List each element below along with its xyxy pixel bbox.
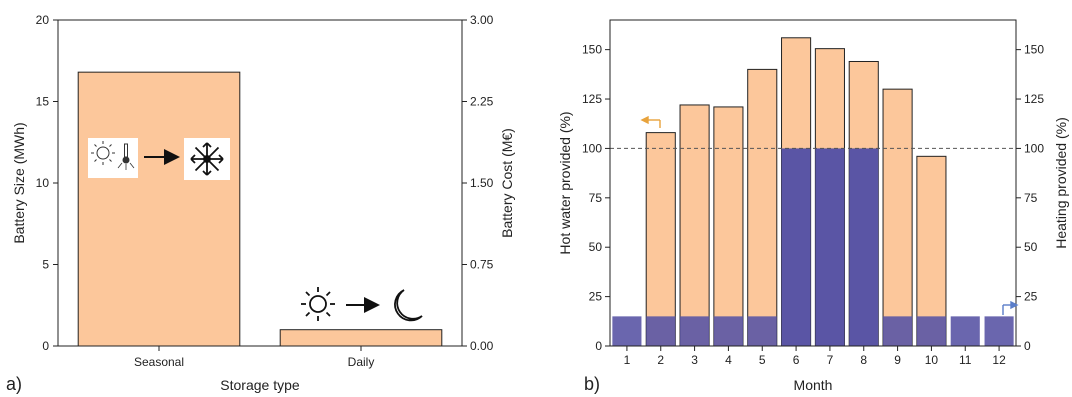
panel-b-right-axis-ticks: 0 25 50 75 100 125 150 bbox=[1016, 43, 1044, 353]
y2-tick-label: 0.75 bbox=[470, 258, 494, 272]
heating-bar-month-5 bbox=[747, 316, 777, 346]
y2-tick-label: 2.25 bbox=[470, 95, 494, 109]
panel-a-left-axis-ticks: 0 5 10 15 20 bbox=[36, 13, 58, 353]
x-tick-label: 5 bbox=[759, 353, 766, 367]
x-tick-label: 3 bbox=[691, 353, 698, 367]
y-tick-label: 50 bbox=[589, 240, 603, 254]
y2-tick-label: 150 bbox=[1024, 43, 1044, 57]
hot-water-bar-month-9 bbox=[882, 88, 913, 347]
panel-a-bars bbox=[77, 71, 443, 347]
panel-b-left-axis-ticks: 0 25 50 75 100 125 150 bbox=[582, 43, 610, 353]
daily-annotation bbox=[301, 287, 423, 322]
panel-b-plot-frame bbox=[609, 19, 1017, 347]
heating-bar-month-2 bbox=[646, 316, 676, 346]
right-axis-indicator-arrow-icon bbox=[1002, 300, 1019, 315]
hot-water-bar-month-5 bbox=[747, 68, 778, 347]
y-tick-label: 25 bbox=[589, 290, 603, 304]
y-tick-label: 125 bbox=[582, 92, 602, 106]
x-tick-label: 9 bbox=[894, 353, 901, 367]
heating-bar-month-3 bbox=[680, 316, 710, 346]
y2-tick-label: 1.50 bbox=[470, 176, 494, 190]
y2-tick-label: 25 bbox=[1024, 290, 1038, 304]
panel-a-x-axis-ticks: Seasonal Daily bbox=[134, 346, 374, 369]
moon-icon bbox=[394, 289, 423, 322]
sun-icon bbox=[91, 141, 115, 165]
heating-bar-month-11 bbox=[950, 316, 980, 346]
panel-b-y-axis-title: Hot water provided (%) bbox=[557, 111, 573, 254]
panel-a-y-axis-title: Battery Size (MWh) bbox=[11, 122, 27, 243]
thermometer-icon bbox=[117, 143, 135, 170]
y-tick-label: 0 bbox=[595, 339, 602, 353]
heating-bar-month-7 bbox=[815, 148, 845, 346]
panel-a: 0 5 10 15 20 0.00 0.75 1.50 2.25 3.00 Seasonal Da… bbox=[6, 13, 515, 394]
x-tick-label: 4 bbox=[725, 353, 732, 367]
x-tick-label: Daily bbox=[348, 355, 375, 369]
y-tick-label: 10 bbox=[36, 176, 50, 190]
x-tick-label: 1 bbox=[624, 353, 631, 367]
hot-water-bar-month-4 bbox=[713, 106, 744, 347]
x-tick-label: 12 bbox=[992, 353, 1006, 367]
x-tick-label: 8 bbox=[860, 353, 867, 367]
y-tick-label: 150 bbox=[582, 43, 602, 57]
panel-b-x-axis-title: Month bbox=[794, 377, 833, 393]
x-tick-label: 10 bbox=[925, 353, 939, 367]
hot-water-bar-month-3 bbox=[679, 104, 710, 347]
x-tick-label: 6 bbox=[793, 353, 800, 367]
y-tick-label: 0 bbox=[42, 339, 49, 353]
sun-icon bbox=[301, 287, 335, 321]
heating-bar-month-8 bbox=[849, 148, 879, 346]
panel-b-x-axis-ticks: 1 2 3 4 5 6 7 8 9 10 11 12 bbox=[624, 346, 1006, 367]
panel-a-x-axis-title: Storage type bbox=[220, 377, 300, 393]
seasonal-annotation bbox=[88, 138, 230, 180]
panel-a-right-axis-ticks: 0.00 0.75 1.50 2.25 3.00 bbox=[462, 13, 494, 353]
y-tick-label: 20 bbox=[36, 13, 50, 27]
y2-tick-label: 3.00 bbox=[470, 13, 494, 27]
x-tick-label: 2 bbox=[657, 353, 664, 367]
y2-tick-label: 100 bbox=[1024, 141, 1044, 155]
bar-seasonal bbox=[77, 71, 241, 347]
y2-tick-label: 125 bbox=[1024, 92, 1044, 106]
x-tick-label: 11 bbox=[959, 353, 972, 367]
y2-tick-label: 0 bbox=[1024, 339, 1031, 353]
y2-tick-label: 0.00 bbox=[470, 339, 494, 353]
panel-b-heating-bars bbox=[612, 148, 1014, 346]
y-tick-label: 100 bbox=[582, 141, 602, 155]
heating-bar-month-10 bbox=[916, 316, 946, 346]
snowflake-icon bbox=[190, 142, 224, 176]
y2-tick-label: 50 bbox=[1024, 240, 1038, 254]
panel-b-y2-axis-title: Heating provided (%) bbox=[1053, 117, 1069, 249]
heating-bar-month-4 bbox=[713, 316, 743, 346]
y2-tick-label: 75 bbox=[1024, 191, 1038, 205]
heating-bar-month-1 bbox=[612, 316, 642, 346]
seasonal-source-icon-box bbox=[88, 138, 138, 178]
bar-daily bbox=[279, 329, 443, 347]
x-tick-label: 7 bbox=[827, 353, 834, 367]
x-tick-label: Seasonal bbox=[134, 355, 184, 369]
heating-bar-month-9 bbox=[883, 316, 913, 346]
hot-water-bar-month-2 bbox=[645, 132, 676, 347]
panel-a-label: a) bbox=[6, 374, 22, 394]
y-tick-label: 5 bbox=[42, 258, 49, 272]
y-tick-label: 15 bbox=[36, 95, 50, 109]
left-axis-indicator-arrow-icon bbox=[640, 115, 661, 128]
heating-bar-month-6 bbox=[781, 148, 811, 346]
heating-bar-month-12 bbox=[984, 316, 1014, 346]
panel-a-y2-axis-title: Battery Cost (M€) bbox=[499, 128, 515, 238]
y-tick-label: 75 bbox=[589, 191, 603, 205]
panel-b-label: b) bbox=[584, 374, 600, 394]
